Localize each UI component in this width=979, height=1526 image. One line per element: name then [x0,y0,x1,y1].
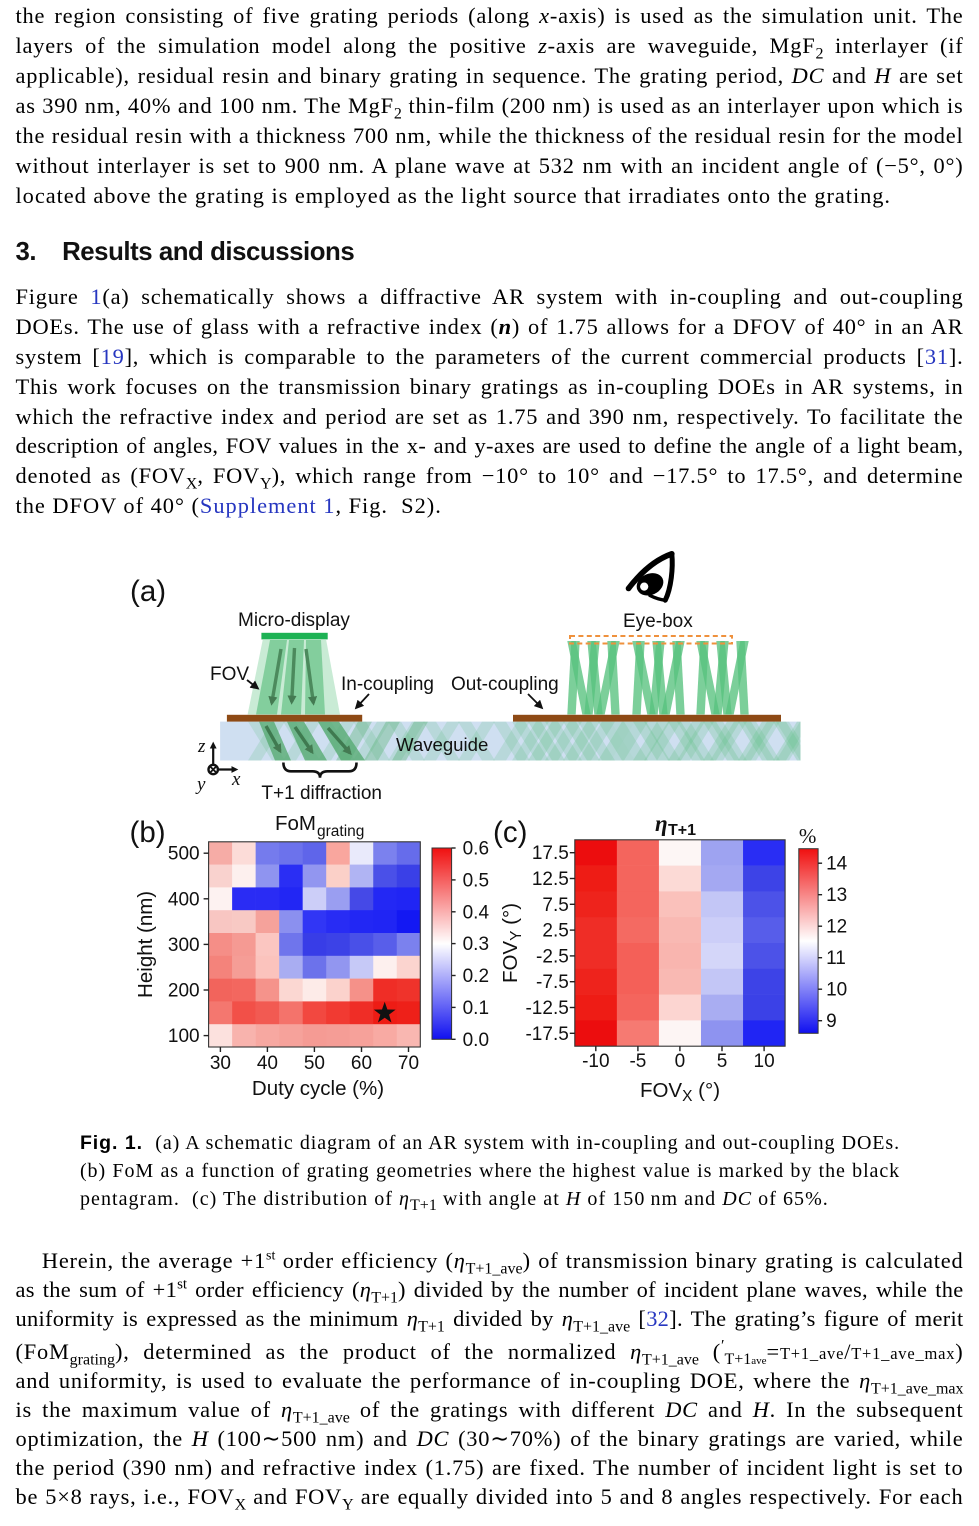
svg-text:10: 10 [826,980,847,1001]
svg-text:y: y [195,774,206,795]
svg-text:70: 70 [398,1053,419,1074]
svg-text:0.4: 0.4 [463,902,490,923]
svg-text:Out-coupling: Out-coupling [451,674,559,695]
svg-text:400: 400 [168,889,200,910]
svg-text:9: 9 [826,1011,837,1032]
svg-text:Duty cycle (%): Duty cycle (%) [252,1077,384,1100]
svg-text:13: 13 [826,885,847,906]
svg-text:FOV: FOV [210,664,249,685]
svg-text:-5: -5 [629,1051,646,1072]
svg-text:Micro-display: Micro-display [238,610,350,631]
svg-text:x: x [231,769,241,790]
svg-text:0.0: 0.0 [463,1030,489,1051]
svg-text:%: % [799,824,817,848]
svg-text:50: 50 [304,1053,325,1074]
svg-text:η: η [655,811,668,836]
svg-text:14: 14 [826,854,848,875]
svg-text:100: 100 [168,1026,200,1047]
svg-text:(c): (c) [493,816,527,849]
svg-text:60: 60 [351,1053,372,1074]
svg-text:Waveguide: Waveguide [396,734,488,755]
svg-text:(a): (a) [130,575,166,608]
svg-text:12: 12 [826,917,847,938]
svg-text:z: z [197,736,206,757]
svg-text:7.5: 7.5 [542,895,568,916]
svg-text:0: 0 [675,1051,686,1072]
svg-text:0.6: 0.6 [463,839,489,860]
svg-text:2.5: 2.5 [542,921,568,942]
svg-text:11: 11 [826,948,846,969]
svg-text:300: 300 [168,935,200,956]
svg-text:30: 30 [210,1053,231,1074]
svg-text:-17.5: -17.5 [525,1024,568,1045]
svg-text:0.1: 0.1 [463,998,489,1019]
svg-text:In-coupling: In-coupling [341,674,434,695]
svg-text:-12.5: -12.5 [525,998,568,1019]
svg-text:200: 200 [168,981,200,1002]
svg-text:40: 40 [257,1053,278,1074]
svg-text:FOVY (°): FOVY (°) [499,903,525,983]
svg-text:FOVX (°): FOVX (°) [640,1079,720,1105]
svg-text:-2.5: -2.5 [536,946,569,967]
svg-text:Eye-box: Eye-box [623,611,693,632]
svg-text:0.3: 0.3 [463,934,489,955]
svg-text:12.5: 12.5 [532,869,569,890]
svg-text:10: 10 [754,1051,775,1072]
svg-text:Height (nm): Height (nm) [134,891,157,998]
svg-text:17.5: 17.5 [532,843,569,864]
svg-text:(b): (b) [130,816,166,849]
svg-text:-10: -10 [582,1051,609,1072]
svg-text:T+1: T+1 [668,822,696,839]
svg-text:0.2: 0.2 [463,966,489,987]
svg-text:T+1 diffraction: T+1 diffraction [261,783,382,804]
svg-text:500: 500 [168,844,200,865]
svg-text:0.5: 0.5 [463,870,489,891]
svg-text:5: 5 [717,1051,728,1072]
svg-text:grating: grating [317,823,364,840]
svg-text:FoM: FoM [275,812,316,835]
svg-text:-7.5: -7.5 [536,972,569,993]
